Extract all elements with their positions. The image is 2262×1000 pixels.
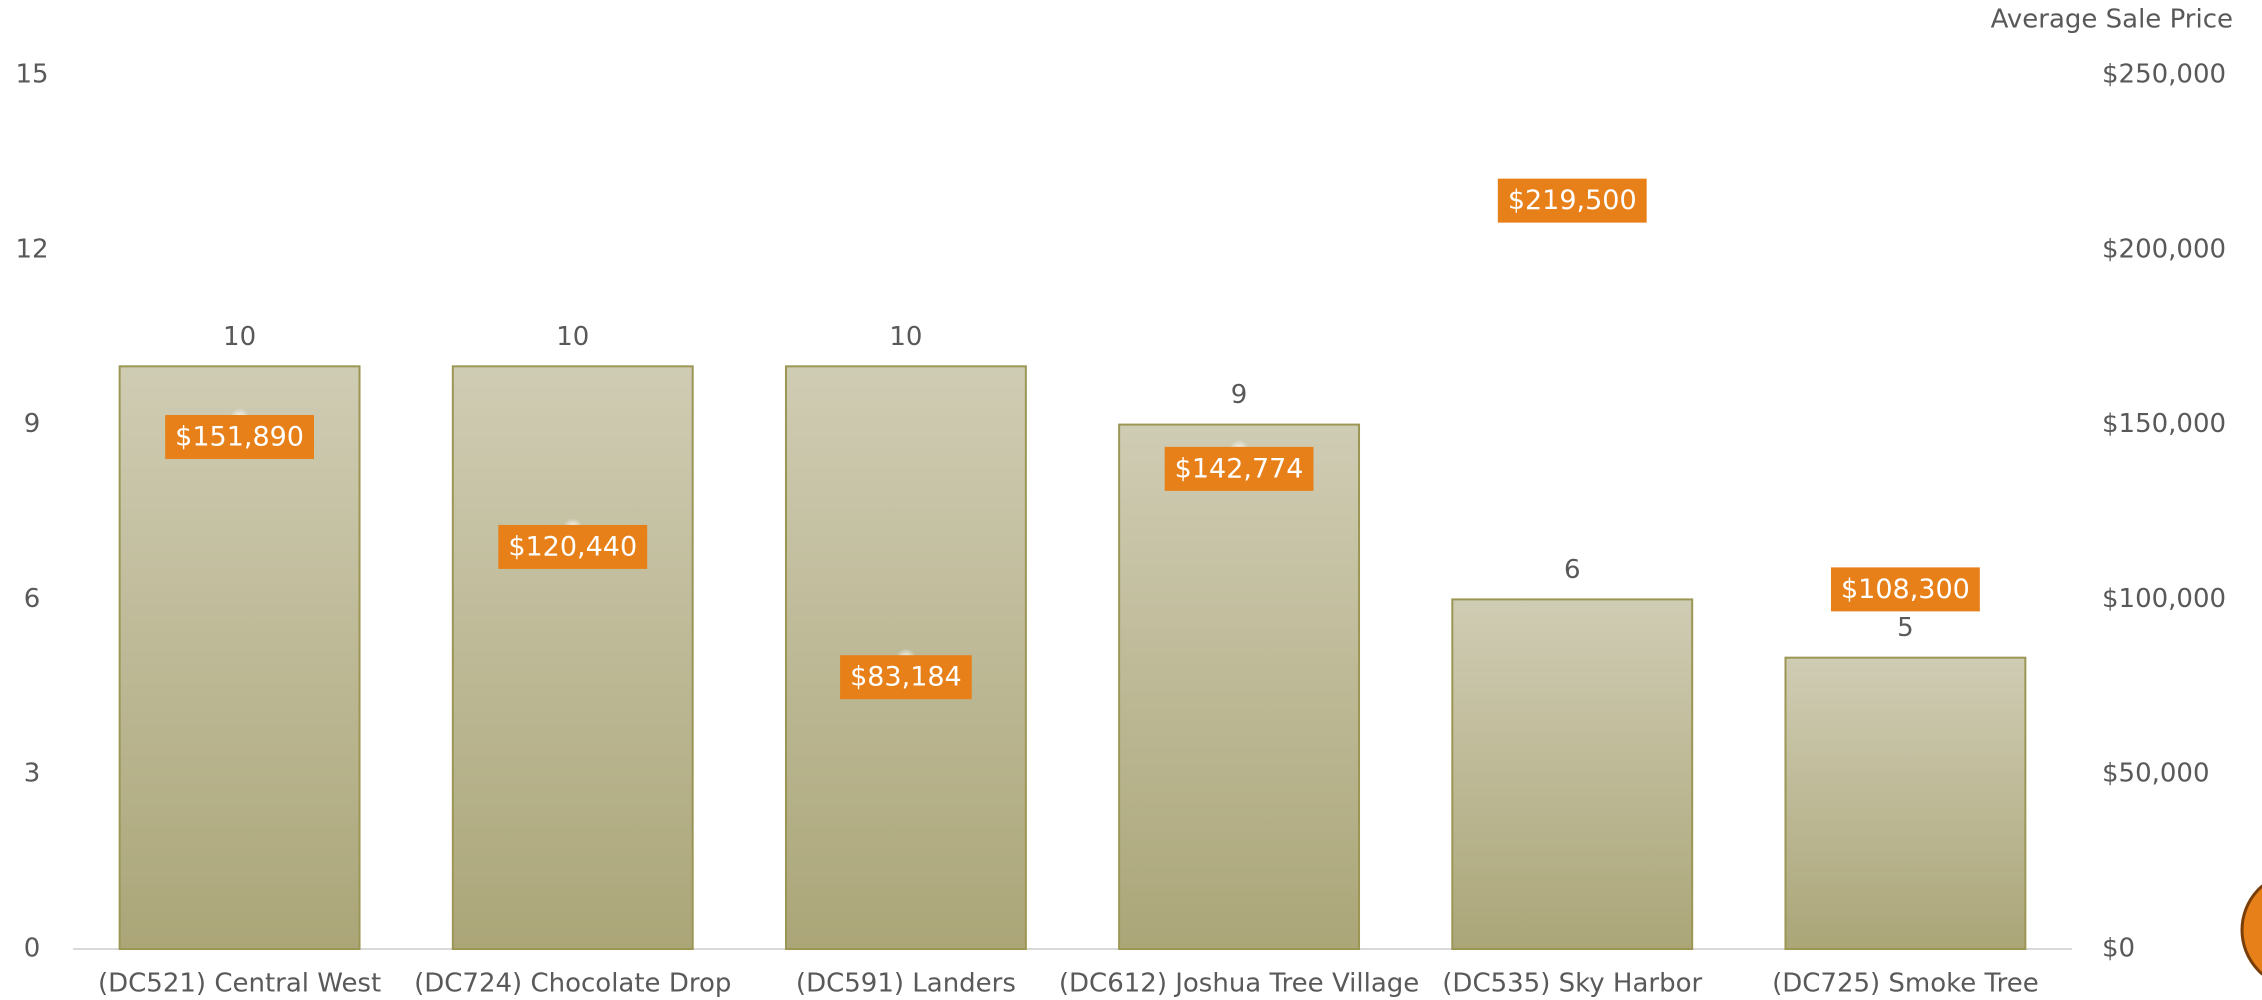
- y2-tick-label: $200,000: [2102, 234, 2226, 264]
- y2-tick-label: $250,000: [2102, 60, 2226, 90]
- bar-value-label: 6: [1564, 555, 1581, 585]
- logo: [2240, 884, 2262, 976]
- y2-tick-label: $0: [2102, 934, 2135, 964]
- price-label-box: [1830, 567, 1980, 612]
- bar: [1451, 598, 1694, 951]
- price-label: $151,890: [175, 421, 304, 452]
- bar: [1118, 423, 1361, 951]
- price-label-box: [1164, 446, 1314, 491]
- bar: [118, 365, 361, 951]
- price-label: $120,440: [508, 531, 637, 562]
- x-tick-label: (DC535) Sky Harbor: [1442, 969, 1702, 999]
- y2-tick-label: $150,000: [2102, 409, 2226, 439]
- x-tick-label: (DC612) Joshua Tree Village: [1059, 969, 1419, 999]
- price-label: $219,500: [1508, 185, 1637, 216]
- bar-value-label: 10: [889, 322, 922, 352]
- price-label: $83,184: [850, 662, 962, 693]
- bar-value-label: 10: [223, 322, 256, 352]
- y-tick-label: 6: [24, 584, 41, 614]
- x-tick-label: (DC725) Smoke Tree: [1772, 969, 2039, 999]
- x-tick-label: (DC591) Landers: [796, 969, 1016, 999]
- x-tick-label: (DC521) Central West: [98, 969, 381, 999]
- bar: [451, 365, 694, 951]
- y2-tick-label: $100,000: [2102, 584, 2226, 614]
- bar-value-label: 10: [556, 322, 589, 352]
- price-label-box: [498, 524, 648, 569]
- y-tick-label: 9: [24, 409, 41, 439]
- price-label-box: [1497, 178, 1647, 223]
- y-tick-label: 12: [15, 234, 48, 264]
- price-label-box: [165, 414, 315, 459]
- y2-axis-title: Average Sale Price: [1991, 5, 2233, 35]
- bar-value-label: 9: [1231, 380, 1248, 410]
- price-label: $142,774: [1175, 453, 1304, 484]
- bar-value-label: 5: [1897, 613, 1914, 643]
- price-label-box: [840, 655, 972, 700]
- y-tick-label: 3: [24, 759, 41, 789]
- bar: [1784, 656, 2027, 951]
- y-tick-label: 0: [24, 934, 41, 964]
- price-label: $108,300: [1841, 574, 1970, 605]
- y2-tick-label: $50,000: [2102, 759, 2210, 789]
- x-tick-label: (DC724) Chocolate Drop: [414, 969, 731, 999]
- y-tick-label: 15: [15, 60, 48, 90]
